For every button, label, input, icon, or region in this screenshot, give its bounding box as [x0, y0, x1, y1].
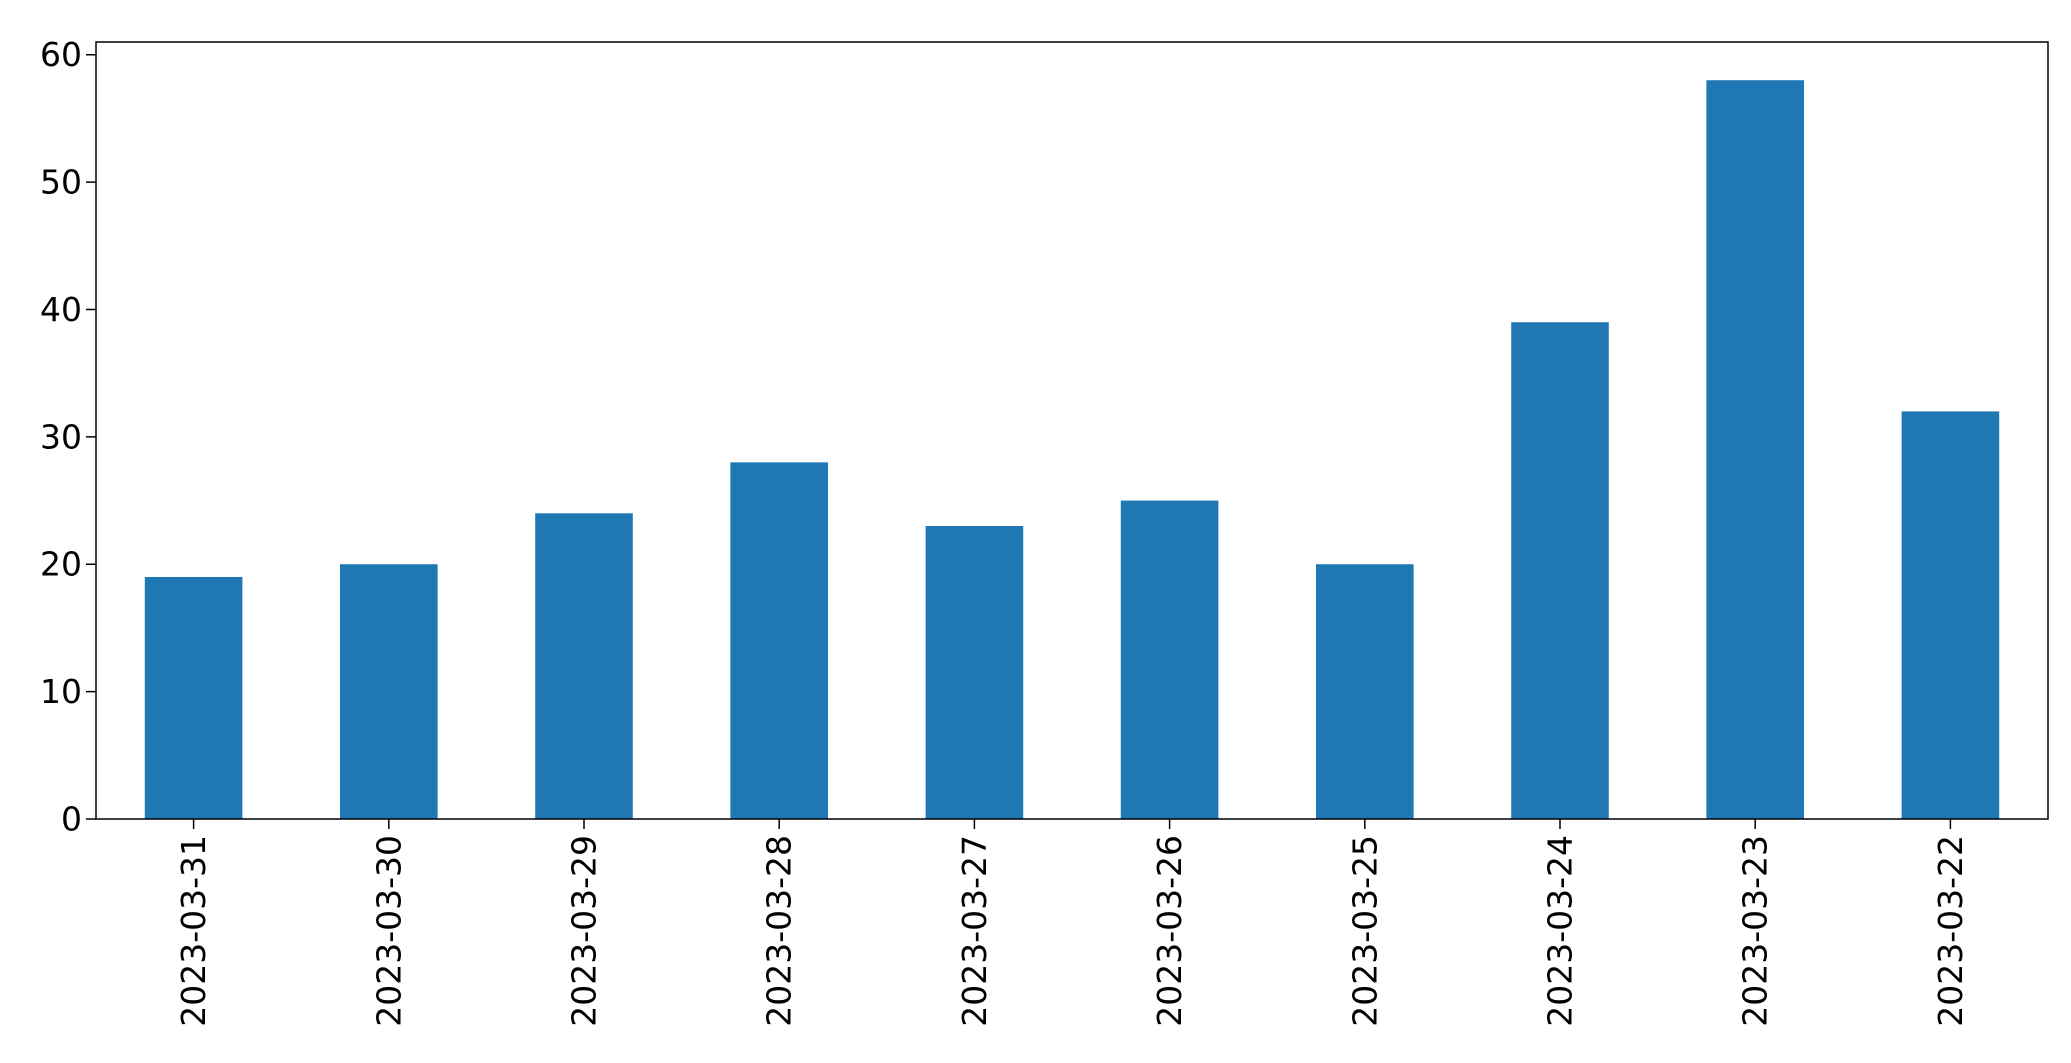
- bars-layer: [144, 80, 2000, 819]
- x-tick-label: 2023-03-25: [1345, 835, 1384, 1027]
- x-tick-label: 2023-03-31: [174, 835, 213, 1027]
- y-axis: 0 10 20 30 40 50 60: [40, 35, 96, 839]
- x-tick-label: 2023-03-28: [760, 835, 799, 1027]
- bar: [925, 526, 1024, 819]
- bar: [730, 462, 828, 819]
- plot-frame: [95, 41, 2049, 820]
- bar: [1316, 564, 1414, 819]
- y-tick-label: 0: [61, 800, 82, 839]
- x-tick-label: 2023-03-22: [1931, 835, 1970, 1027]
- bar: [144, 576, 243, 819]
- x-tick-label: 2023-03-30: [369, 835, 408, 1027]
- bar: [1706, 80, 1804, 819]
- x-tick-label: 2023-03-27: [955, 835, 994, 1027]
- y-tick-label: 20: [40, 545, 82, 584]
- x-tick-label: 2023-03-26: [1150, 835, 1189, 1027]
- y-tick-label: 60: [40, 35, 82, 74]
- y-tick-label: 30: [40, 417, 82, 456]
- y-tick-label: 40: [40, 290, 82, 329]
- x-tick-label: 2023-03-29: [565, 835, 604, 1027]
- x-tick-label: 2023-03-24: [1541, 835, 1580, 1027]
- bar: [1511, 322, 1609, 819]
- bar: [340, 564, 438, 819]
- x-tick-label: 2023-03-23: [1736, 835, 1775, 1027]
- y-tick-label: 50: [40, 163, 82, 202]
- y-tick-label: 10: [40, 672, 82, 711]
- bar: [1901, 411, 2000, 819]
- bar: [1120, 500, 1219, 819]
- bar: [535, 513, 633, 819]
- x-axis: 2023-03-31 2023-03-30 2023-03-29 2023-03-28…: [174, 819, 1970, 1027]
